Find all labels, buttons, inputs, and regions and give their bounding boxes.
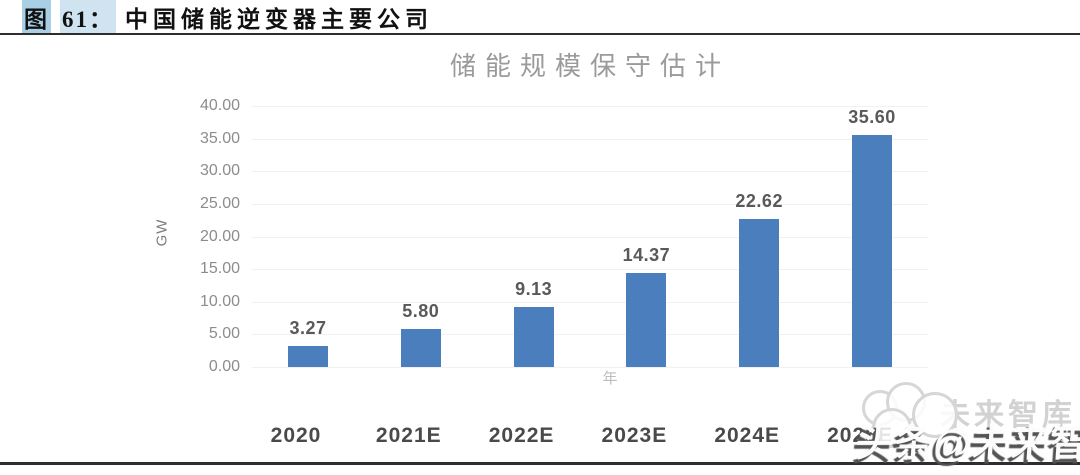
x-category-label: 2022E (488, 424, 555, 447)
figure-number: 61： (60, 0, 116, 34)
x-category-label: 2020 (270, 424, 322, 447)
bar (288, 345, 328, 367)
bottom-divider (0, 462, 1080, 465)
bar (739, 219, 780, 367)
x-axis-title: 年 (602, 370, 618, 387)
y-tick-label: 0.00 (208, 358, 240, 375)
x-category-label: 2023E (601, 424, 668, 447)
plot-area: 3.27 5.80 9.13 14.37 22.62 35.60 (252, 106, 928, 368)
bar-value-label: 3.27 (289, 317, 327, 338)
header-divider (0, 33, 1080, 35)
figure-header: 图 61： 中国储能逆变器主要公司 (22, 0, 433, 34)
x-category-label: 2025E (827, 424, 893, 447)
bar (513, 307, 554, 367)
x-category-label: 2024E (714, 424, 781, 447)
y-tick-label: 20.00 (199, 227, 240, 245)
x-category-label: 2021E (375, 424, 442, 447)
figure-title: 中国储能逆变器主要公司 (125, 7, 433, 32)
watermark-ghost-text: 未来智库 (940, 399, 1076, 432)
y-tick-label: 30.00 (199, 162, 240, 180)
figure-label: 图 (22, 0, 51, 34)
chart-title: 储能规模保守估计 (449, 51, 730, 81)
bar (400, 329, 441, 367)
gridline (252, 236, 928, 238)
bar-value-label: 35.60 (848, 106, 896, 127)
y-tick-label: 5.00 (208, 325, 240, 343)
bar-value-label: 22.62 (735, 191, 783, 212)
y-tick-label: 15.00 (199, 260, 240, 278)
gridline (252, 138, 928, 140)
y-tick-label: 40.00 (199, 97, 240, 114)
gridline (252, 301, 928, 303)
bar-value-label: 14.37 (622, 245, 671, 266)
y-tick-label: 25.00 (199, 194, 240, 212)
bar-value-label: 9.13 (515, 279, 553, 300)
gridline (252, 106, 928, 107)
bar (852, 134, 892, 367)
gridline (252, 334, 928, 336)
gridline (252, 269, 928, 271)
bar (626, 273, 667, 367)
gridline (252, 171, 928, 173)
gridline (252, 203, 928, 205)
bar-value-label: 5.80 (402, 301, 440, 322)
gridline (252, 367, 928, 368)
y-tick-label: 10.00 (199, 292, 240, 310)
y-tick-label: 35.00 (199, 129, 240, 147)
